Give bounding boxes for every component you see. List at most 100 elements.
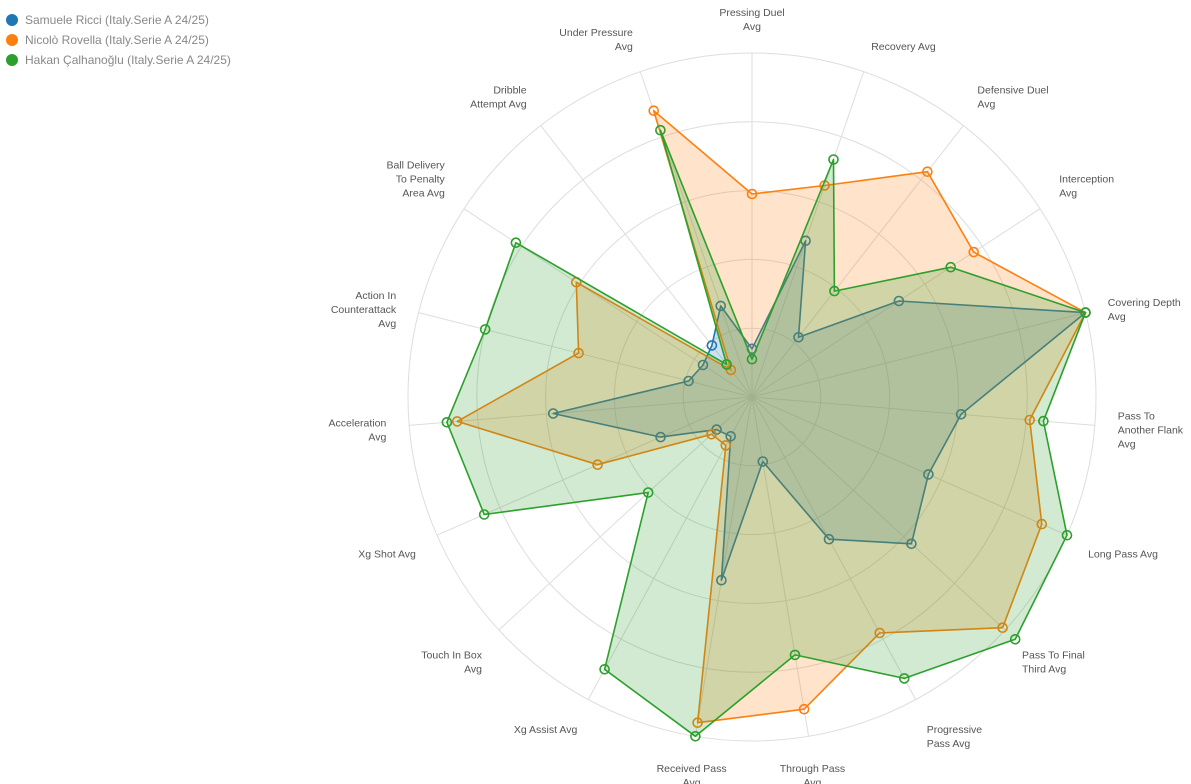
- data-point[interactable]: [789, 649, 801, 661]
- data-point[interactable]: [683, 375, 694, 387]
- axis-label-line: Touch In Box: [421, 650, 482, 662]
- series-area: [552, 240, 1087, 582]
- axis-label-line: To Penalty: [396, 173, 446, 185]
- data-point[interactable]: [706, 428, 717, 440]
- grid-spoke: [418, 312, 753, 398]
- data-point[interactable]: [923, 469, 934, 480]
- grid-spoke: [751, 312, 1086, 398]
- axis-label: Interception Avg: [1059, 173, 1114, 199]
- axis-label: Received Pass Avg: [657, 763, 727, 784]
- axis-label-line: Avg: [368, 431, 386, 443]
- axis-label-line: Avg: [977, 98, 995, 110]
- axis-label-line: Xg Shot Avg: [358, 548, 416, 560]
- axis-label-line: Pass To: [1118, 410, 1155, 422]
- series-2: [441, 124, 1091, 742]
- data-point[interactable]: [1009, 633, 1021, 645]
- data-point[interactable]: [798, 703, 810, 715]
- grid-spoke: [436, 396, 753, 536]
- data-point[interactable]: [906, 538, 917, 550]
- data-point[interactable]: [692, 717, 703, 729]
- data-point[interactable]: [793, 331, 804, 343]
- axis-label-line: Pass To Final: [1022, 650, 1085, 662]
- legend-label-rovella: Nicolò Rovella (Italy.Serie A 24/25): [25, 33, 209, 47]
- data-point[interactable]: [721, 359, 732, 370]
- axis-label-line: Avg: [683, 777, 701, 784]
- data-point[interactable]: [893, 295, 905, 307]
- axis-label-line: Avg: [1108, 311, 1126, 323]
- legend-label-calhanoglu: Hakan Çalhanoğlu (Italy.Serie A 24/25): [25, 53, 231, 67]
- axis-label: Long Pass Avg: [1088, 548, 1158, 560]
- axis-label-line: Covering Depth: [1108, 297, 1181, 309]
- grid-spoke: [751, 396, 917, 700]
- axis-label-line: Avg: [464, 664, 482, 676]
- data-point[interactable]: [720, 440, 732, 451]
- data-point[interactable]: [823, 533, 835, 545]
- data-point[interactable]: [441, 416, 453, 428]
- axis-label-line: Avg: [803, 777, 821, 784]
- data-point[interactable]: [573, 347, 584, 359]
- grid-spoke: [587, 396, 753, 700]
- legend-item-calhanoglu[interactable]: Hakan Çalhanoğlu (Italy.Serie A 24/25): [6, 50, 231, 70]
- data-point[interactable]: [1024, 414, 1035, 426]
- grid-spoke: [540, 125, 753, 398]
- data-point[interactable]: [945, 261, 957, 273]
- data-point[interactable]: [1036, 518, 1048, 530]
- data-point[interactable]: [697, 359, 709, 371]
- data-point[interactable]: [725, 430, 737, 442]
- data-point[interactable]: [757, 456, 769, 467]
- axis-label-line: Xg Assist Avg: [514, 724, 578, 736]
- data-point[interactable]: [716, 574, 727, 586]
- data-point[interactable]: [510, 237, 522, 248]
- legend-item-ricci[interactable]: Samuele Ricci (Italy.Serie A 24/25): [6, 10, 231, 30]
- data-point[interactable]: [746, 188, 758, 200]
- axis-label: Recovery Avg: [871, 41, 936, 53]
- data-point[interactable]: [655, 124, 666, 136]
- axis-label: Acceleration Avg: [329, 417, 387, 443]
- legend-item-rovella[interactable]: Nicolò Rovella (Italy.Serie A 24/25): [6, 30, 231, 50]
- axis-label: Progressive Pass Avg: [927, 724, 983, 750]
- axis-label: Defensive Duel Avg: [977, 84, 1048, 110]
- data-point[interactable]: [599, 663, 610, 675]
- data-point[interactable]: [690, 730, 701, 742]
- data-point[interactable]: [997, 622, 1008, 634]
- axis-labels: Pressing Duel Avg Recovery Avg Defensive Du…: [329, 7, 1184, 784]
- legend-dot-ricci: [6, 14, 18, 26]
- grid-spoke: [751, 396, 1006, 631]
- axis-label: Ball Delivery To Penalty Area Avg: [386, 159, 445, 199]
- data-point[interactable]: [648, 105, 660, 116]
- data-point[interactable]: [715, 300, 727, 312]
- data-point[interactable]: [642, 487, 654, 498]
- axis-label-line: Third Avg: [1022, 664, 1066, 676]
- axis-label-line: Action In: [355, 290, 396, 302]
- data-point[interactable]: [874, 627, 886, 639]
- data-point[interactable]: [451, 416, 463, 427]
- grid-spoke: [498, 396, 753, 631]
- grid-spoke: [694, 396, 753, 737]
- data-point[interactable]: [829, 285, 840, 297]
- axis-label: Under Pressure Avg: [559, 27, 633, 53]
- data-point[interactable]: [898, 673, 910, 684]
- data-point[interactable]: [828, 154, 839, 165]
- axis-label: Through Pass Avg: [780, 763, 845, 784]
- data-point[interactable]: [1061, 529, 1073, 541]
- data-point[interactable]: [478, 509, 490, 520]
- grid-spoke: [751, 396, 1068, 536]
- data-point[interactable]: [968, 246, 980, 258]
- data-point[interactable]: [1080, 307, 1091, 318]
- axis-label-line: Avg: [1059, 187, 1077, 199]
- data-point[interactable]: [955, 408, 967, 420]
- data-point[interactable]: [746, 353, 758, 365]
- legend-label-ricci: Samuele Ricci (Italy.Serie A 24/25): [25, 13, 209, 27]
- axis-label: Xg Assist Avg: [514, 724, 578, 736]
- data-point[interactable]: [706, 340, 718, 351]
- data-point[interactable]: [547, 408, 559, 419]
- radar-series: [441, 105, 1091, 742]
- data-point[interactable]: [655, 431, 666, 443]
- data-point[interactable]: [922, 166, 933, 177]
- data-point[interactable]: [592, 459, 603, 471]
- axis-label-line: Through Pass: [780, 763, 845, 775]
- axis-label-line: Long Pass Avg: [1088, 548, 1158, 560]
- data-point[interactable]: [479, 324, 491, 335]
- axis-label-line: Pressing Duel: [719, 7, 784, 19]
- data-point[interactable]: [1038, 415, 1049, 427]
